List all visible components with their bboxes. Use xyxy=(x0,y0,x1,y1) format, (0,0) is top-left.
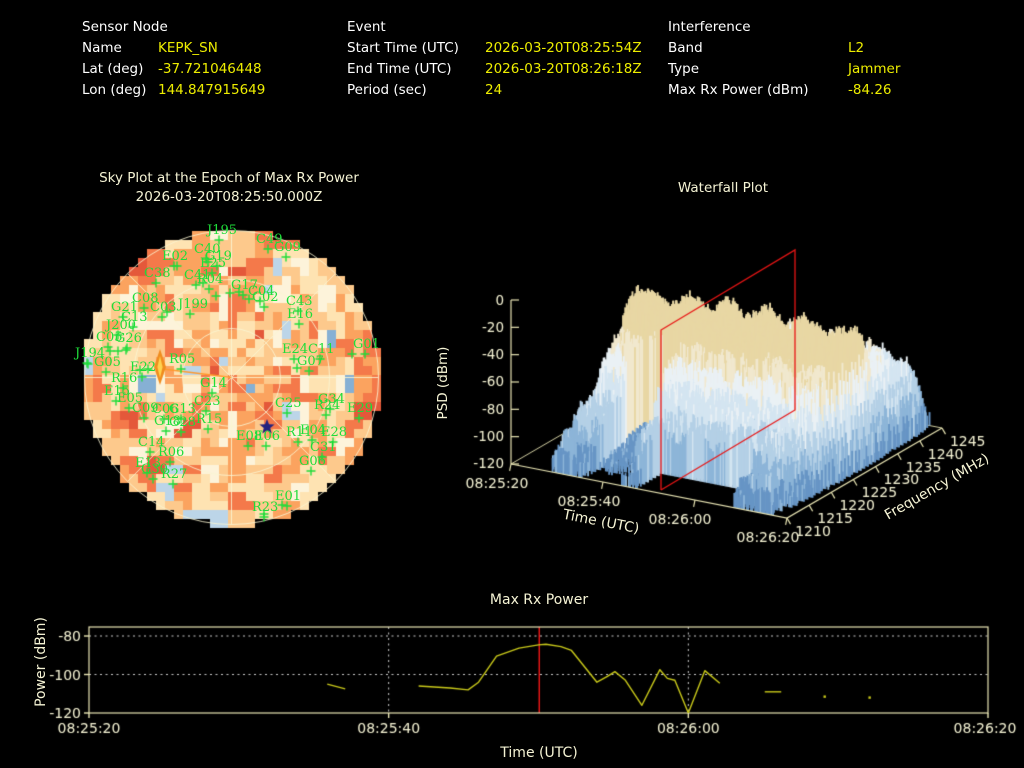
waterfall-canvas xyxy=(430,235,1024,550)
sky-plot-canvas xyxy=(57,213,407,545)
sensor-lat-value: -37.721046448 xyxy=(158,61,262,77)
sensor-lon-value: 144.847915649 xyxy=(158,82,266,98)
event-period-value: 24 xyxy=(485,82,503,98)
event-start-value: 2026-03-20T08:25:54Z xyxy=(485,40,642,56)
sky-plot-title: Sky Plot at the Epoch of Max Rx Power xyxy=(99,170,359,186)
power-plot-canvas xyxy=(0,585,1024,768)
interference-type-value: Jammer xyxy=(848,61,901,77)
event-period-label: Period (sec) xyxy=(347,82,427,98)
sensor-lon-label: Lon (deg) xyxy=(82,82,147,98)
waterfall-psd-axis-label: PSD (dBm) xyxy=(435,346,451,420)
sensor-node-section-title: Sensor Node xyxy=(82,19,168,35)
event-start-label: Start Time (UTC) xyxy=(347,40,459,56)
interference-band-value: L2 xyxy=(848,40,865,56)
interference-power-label: Max Rx Power (dBm) xyxy=(668,82,809,98)
interference-type-label: Type xyxy=(668,61,700,77)
event-end-value: 2026-03-20T08:26:18Z xyxy=(485,61,642,77)
interference-band-label: Band xyxy=(668,40,703,56)
sensor-lat-label: Lat (deg) xyxy=(82,61,144,77)
sensor-name-value: KEPK_SN xyxy=(158,40,218,56)
event-end-label: End Time (UTC) xyxy=(347,61,452,77)
event-section-title: Event xyxy=(347,19,386,35)
sky-plot-subtitle: 2026-03-20T08:25:50.000Z xyxy=(135,189,323,205)
power-y-axis-label: Power (dBm) xyxy=(33,617,49,707)
waterfall-title: Waterfall Plot xyxy=(677,180,769,196)
power-x-axis-label: Time (UTC) xyxy=(500,745,578,761)
sensor-name-label: Name xyxy=(82,40,122,56)
interference-power-value: -84.26 xyxy=(848,82,892,98)
interference-section-title: Interference xyxy=(668,19,751,35)
